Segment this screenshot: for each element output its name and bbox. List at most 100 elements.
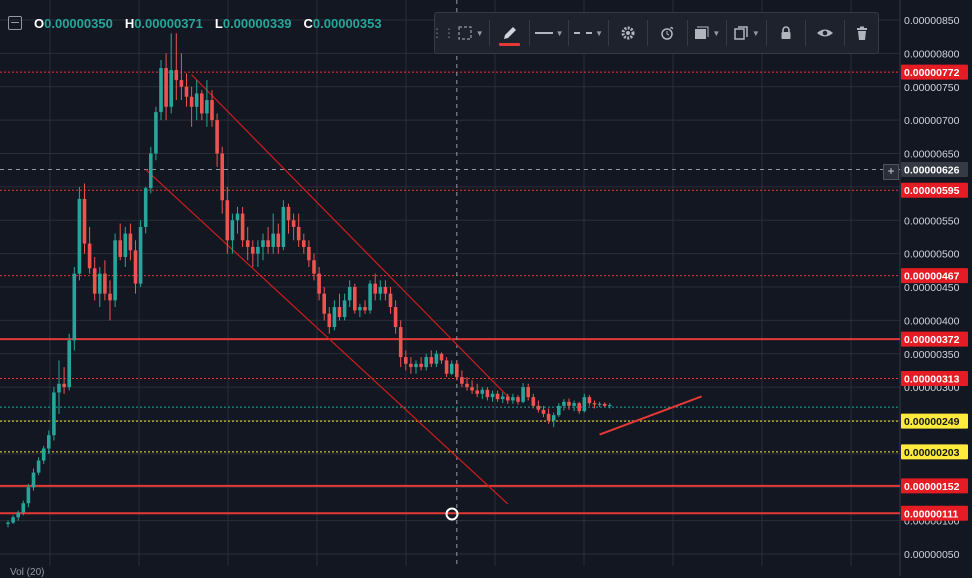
candle-body (327, 313, 332, 328)
candle-body (587, 397, 592, 404)
ohlc-legend: O0.00000350 H0.00000371 L0.00000339 C0.0… (8, 14, 382, 32)
price-label-yellow: 0.00000249 (904, 416, 960, 428)
price-label-yellow-bg (901, 413, 968, 429)
channel-upper-line[interactable] (191, 74, 509, 397)
candle-body (393, 307, 398, 328)
candle-body (291, 220, 296, 227)
toolbar-divider (568, 20, 570, 46)
line-style-button[interactable]: ▼ (569, 13, 607, 53)
candle-body (368, 283, 372, 311)
collapse-legend-icon[interactable] (8, 16, 22, 30)
drag-handle-icon[interactable]: ⋮⋮ (431, 26, 455, 40)
delete-button[interactable] (845, 13, 878, 53)
candle-body (404, 357, 408, 364)
candle-body (562, 401, 566, 406)
selection-tool-button[interactable]: ▼ (451, 13, 489, 53)
candle-body (149, 153, 153, 189)
candle-body (455, 363, 459, 378)
line-width-button[interactable]: ▼ (530, 13, 568, 53)
candle-body (200, 93, 204, 114)
candle-body (87, 243, 92, 269)
candle-body (261, 240, 265, 247)
price-label-red: 0.00000372 (904, 334, 960, 346)
candle-body (378, 287, 383, 294)
price-tick-label: 0.00000050 (904, 549, 960, 561)
candle-body (159, 68, 163, 113)
candle-body (98, 273, 102, 294)
clone-button[interactable]: ▼ (727, 13, 765, 53)
toolbar-divider (726, 20, 728, 46)
price-tick-label: 0.00000400 (904, 315, 960, 327)
lock-button[interactable] (767, 13, 805, 53)
candle-body (572, 403, 576, 406)
candle-body (597, 403, 602, 405)
candle-body (429, 357, 434, 364)
price-label-red: 0.00000595 (904, 185, 960, 197)
low-value: L0.00000339 (214, 15, 292, 31)
candle-body (592, 403, 597, 405)
settings-button[interactable] (609, 13, 647, 53)
visibility-button[interactable] (806, 13, 844, 53)
candle-body (189, 96, 194, 107)
candle-body (251, 246, 255, 254)
price-label-red-bg (901, 268, 968, 284)
candle-body (164, 68, 168, 107)
candle-body (342, 300, 347, 318)
color-indicator (499, 43, 520, 46)
pencil-icon (503, 27, 516, 39)
candle-body (557, 405, 561, 416)
candle-body (439, 353, 444, 361)
cursor-circle-icon (445, 507, 459, 521)
candle-body (92, 268, 97, 294)
price-label-red: 0.00000313 (904, 373, 960, 385)
price-label-red-bg (901, 331, 968, 347)
chevron-down-icon: ▼ (712, 28, 721, 38)
candle-body (490, 393, 495, 398)
gear-icon (621, 26, 635, 40)
candle-body (52, 392, 56, 436)
visual-order-button[interactable]: ▼ (688, 13, 726, 53)
candle-body (143, 188, 148, 227)
candle-body (57, 383, 61, 393)
candle-body (205, 100, 209, 114)
support-trendline[interactable] (599, 395, 702, 436)
toolbar-divider (844, 20, 846, 46)
toolbar-divider (607, 20, 609, 46)
candle-body (541, 409, 546, 414)
price-label-red: 0.00000467 (904, 271, 960, 283)
brush-tool-button[interactable] (490, 13, 528, 53)
candle-body (337, 307, 342, 318)
candle-body (460, 377, 464, 384)
candle-body (276, 233, 281, 247)
candle-body (424, 357, 428, 368)
candle-body (444, 360, 449, 374)
add-horizontal-line-button[interactable]: + (883, 164, 899, 180)
price-label-red: 0.00000772 (904, 67, 960, 79)
trash-icon (856, 26, 867, 40)
line-width-icon (534, 32, 553, 34)
candle-body (398, 327, 403, 358)
candle-body (256, 246, 260, 254)
alert-button[interactable] (648, 13, 686, 53)
candle-body (179, 80, 184, 87)
candle-body (108, 293, 112, 301)
line-style-icon (574, 32, 593, 34)
candle-body (358, 307, 362, 311)
price-label-crosshair-bg (901, 162, 968, 178)
candle-body (174, 70, 179, 81)
toolbar-divider (686, 20, 688, 46)
candle-body (373, 283, 377, 294)
candle-body (470, 387, 474, 391)
candle-body (322, 293, 326, 314)
chevron-down-icon: ▼ (595, 28, 603, 38)
candle-body (47, 435, 51, 449)
channel-lower-line[interactable] (145, 169, 509, 505)
candle-body (6, 522, 10, 524)
toolbar-divider (804, 20, 806, 46)
candle-body (500, 396, 505, 400)
price-tick-label: 0.00000850 (904, 15, 960, 27)
candle-body (485, 389, 490, 398)
candle-body (353, 287, 357, 311)
candle-body (531, 397, 536, 406)
